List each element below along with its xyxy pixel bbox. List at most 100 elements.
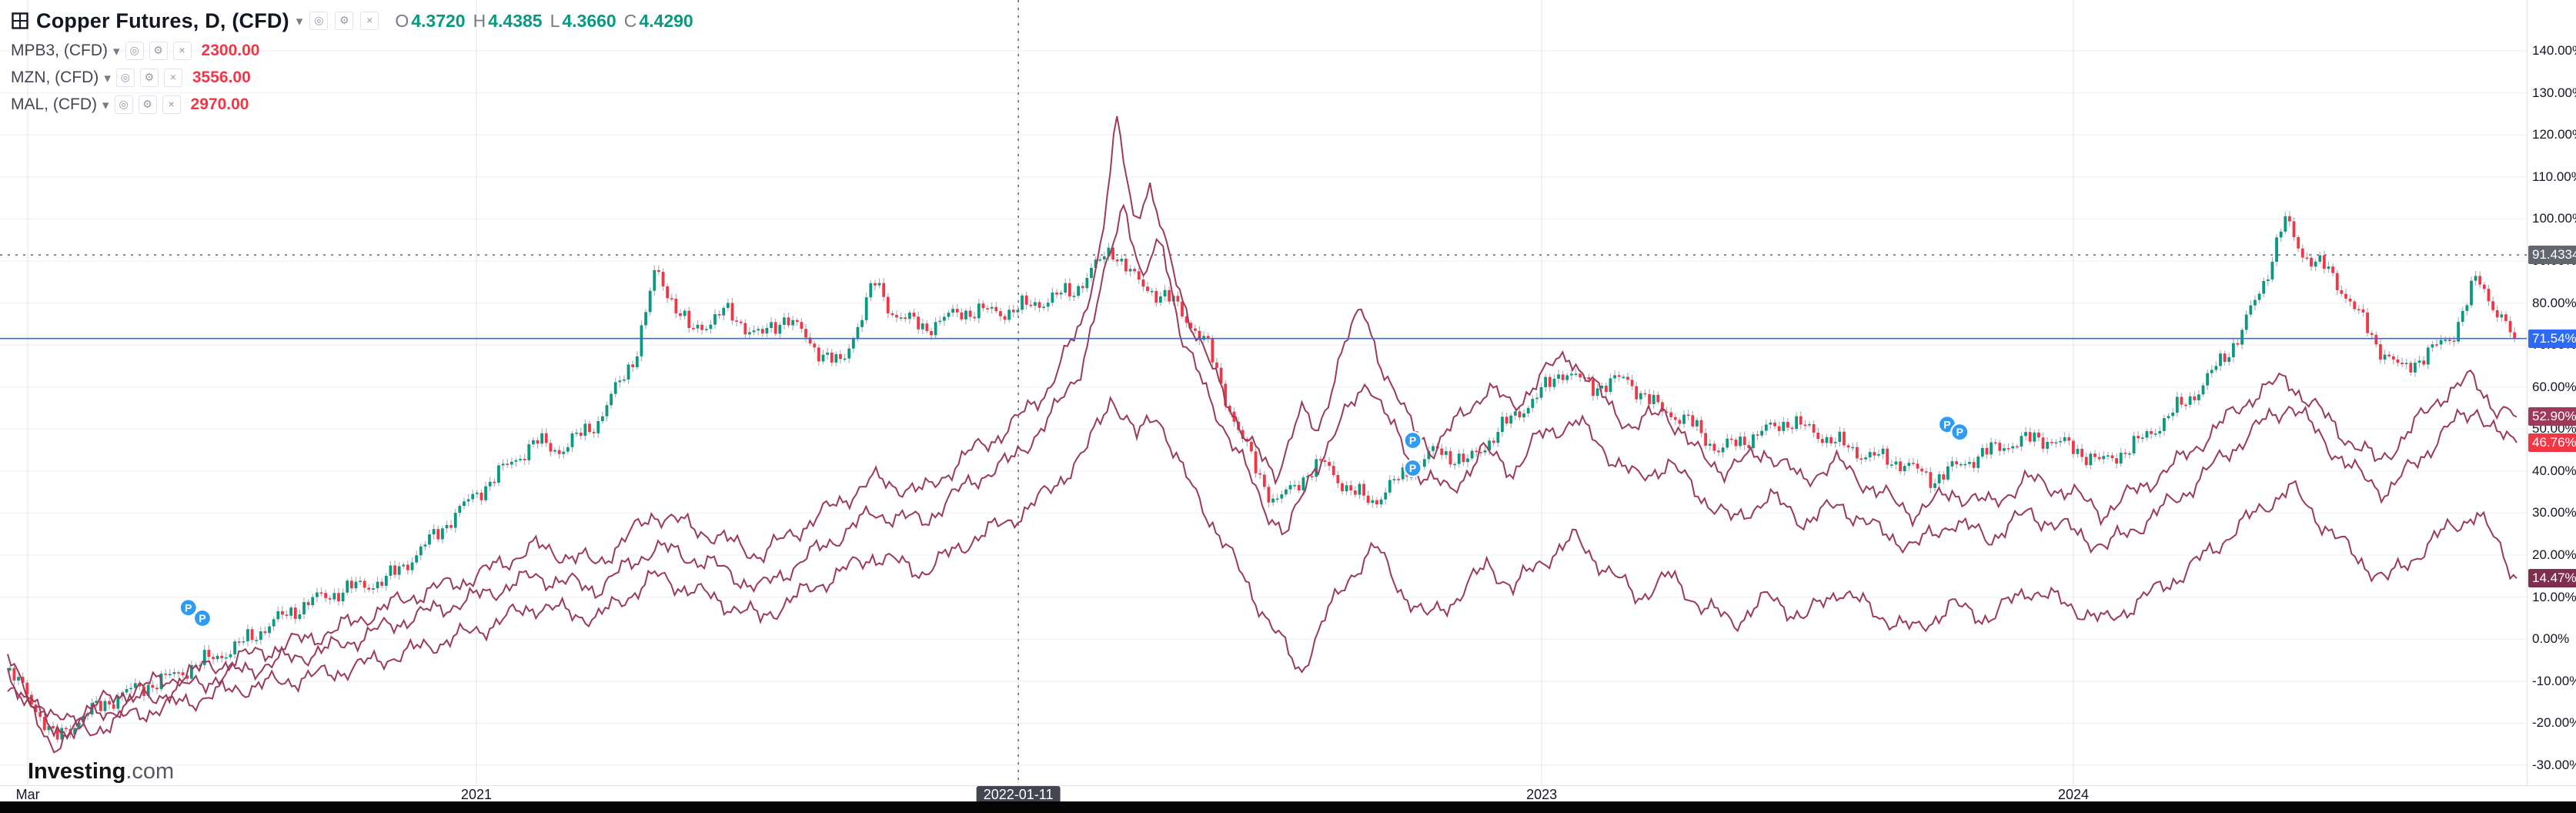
legend-symbol-row-mpb3[interactable]: MPB3, (CFD) ▾ ◎ ⚙ × 2300.00 (11, 37, 693, 64)
candle-body (2457, 322, 2461, 342)
time-axis[interactable]: Mar 2021 2022-01-11 2023 2024 (0, 785, 2576, 804)
chevron-down-icon[interactable]: ▾ (296, 14, 303, 28)
candle-body (2270, 261, 2274, 279)
candle-body (2327, 266, 2330, 269)
candle-body (588, 423, 591, 433)
close-icon[interactable]: × (360, 12, 379, 30)
position-marker[interactable]: P (1403, 430, 1422, 450)
candle-body (276, 611, 280, 620)
candle-body (679, 313, 682, 316)
candle-body (1107, 247, 1111, 256)
close-icon[interactable]: × (163, 68, 182, 87)
bottom-bar (0, 801, 2576, 813)
candle-body (2470, 280, 2473, 306)
candle-body (155, 688, 159, 690)
candle-body (302, 602, 306, 614)
candle-body (2137, 436, 2140, 439)
candle-body (2452, 340, 2456, 343)
candle-body (341, 592, 345, 601)
candle-body (1652, 394, 1656, 404)
candle-body (246, 629, 249, 641)
price-axis-label: 0.00% (2532, 631, 2570, 647)
candle-body (1535, 397, 1539, 400)
candle-body (2414, 363, 2417, 373)
close-icon[interactable]: × (162, 95, 181, 114)
candle-body (666, 286, 670, 299)
candle-body (1011, 309, 1015, 313)
settings-icon[interactable]: ⚙ (138, 95, 157, 114)
visibility-icon[interactable]: ◎ (114, 95, 133, 114)
candle-body (415, 555, 419, 563)
candle-body (2314, 261, 2317, 267)
visibility-icon[interactable]: ◎ (115, 68, 135, 87)
chevron-down-icon[interactable]: ▾ (102, 97, 109, 112)
candle-body (917, 316, 920, 330)
candle-body (1492, 440, 1495, 443)
chart-grid-icon[interactable] (11, 12, 29, 30)
candle-body (1072, 296, 1076, 297)
chevron-down-icon[interactable]: ▾ (104, 70, 111, 85)
candle-body (202, 650, 206, 665)
candle-body (890, 313, 894, 316)
candle-body (463, 501, 466, 507)
candle-body (177, 672, 180, 674)
candle-body (2396, 359, 2400, 363)
candle-body (458, 506, 462, 514)
candle-body (1526, 407, 1530, 414)
close-icon[interactable]: × (172, 41, 192, 60)
settings-icon[interactable]: ⚙ (149, 41, 168, 60)
candle-body (281, 611, 284, 615)
candle-body (1102, 256, 1106, 259)
candle-body (1799, 416, 1803, 425)
candle-body (920, 323, 924, 330)
candle-body (994, 306, 998, 312)
candle-body (1181, 301, 1184, 317)
compare-line-mal[interactable] (7, 395, 2518, 754)
candle-body (1985, 447, 1989, 455)
candle-body (2500, 314, 2504, 318)
visibility-icon[interactable]: ◎ (309, 12, 329, 30)
candle-body (562, 451, 566, 454)
legend-symbol-row-mzn[interactable]: MZN, (CFD) ▾ ◎ ⚙ × 3556.00 (11, 64, 693, 91)
candle-body (2444, 340, 2447, 341)
candle-body (1193, 328, 1197, 331)
visibility-icon[interactable]: ◎ (125, 41, 144, 60)
candle-body (1371, 500, 1375, 504)
candle-body (1384, 492, 1388, 500)
candle-body (259, 631, 262, 641)
position-marker[interactable]: P (192, 608, 212, 628)
candle-body (2447, 340, 2451, 341)
settings-icon[interactable]: ⚙ (139, 68, 159, 87)
candle-body (64, 728, 68, 730)
candle-body (2097, 457, 2101, 460)
candle-body (2214, 366, 2218, 370)
candle-body (1933, 483, 1936, 488)
candle-body (942, 316, 946, 321)
candle-body (2353, 301, 2357, 309)
candle-body (484, 486, 487, 500)
candle-body (1592, 379, 1595, 396)
candle-body (380, 581, 384, 586)
settings-icon[interactable]: ⚙ (335, 12, 354, 30)
position-marker[interactable]: P (1950, 423, 1970, 442)
candle-body (181, 672, 185, 676)
candle-body (938, 320, 942, 323)
position-marker[interactable]: P (1403, 458, 1422, 478)
compare-line-mzn[interactable] (7, 203, 2518, 741)
candle-body (2227, 357, 2231, 363)
chevron-down-icon[interactable]: ▾ (113, 43, 120, 59)
candle-body (925, 323, 929, 332)
candle-body (1726, 438, 1729, 448)
candle-body (826, 352, 830, 355)
candle-body (2387, 354, 2391, 356)
price-axis[interactable]: 140.00%130.00%120.00%110.00%100.00%90.00… (2527, 0, 2576, 785)
candle-body (1293, 484, 1297, 487)
chart-title[interactable]: Copper Futures, D, (CFD) (36, 8, 289, 32)
candle-body (103, 701, 107, 711)
position-marker[interactable]: P (179, 598, 198, 617)
legend-symbol-row-mal[interactable]: MAL, (CFD) ▾ ◎ ⚙ × 2970.00 (11, 91, 693, 118)
compare-line-mpb3[interactable] (7, 115, 2518, 728)
legend-main-row[interactable]: Copper Futures, D, (CFD) ▾ ◎ ⚙ × O 4.3720… (11, 5, 693, 37)
candle-body (2231, 343, 2235, 358)
